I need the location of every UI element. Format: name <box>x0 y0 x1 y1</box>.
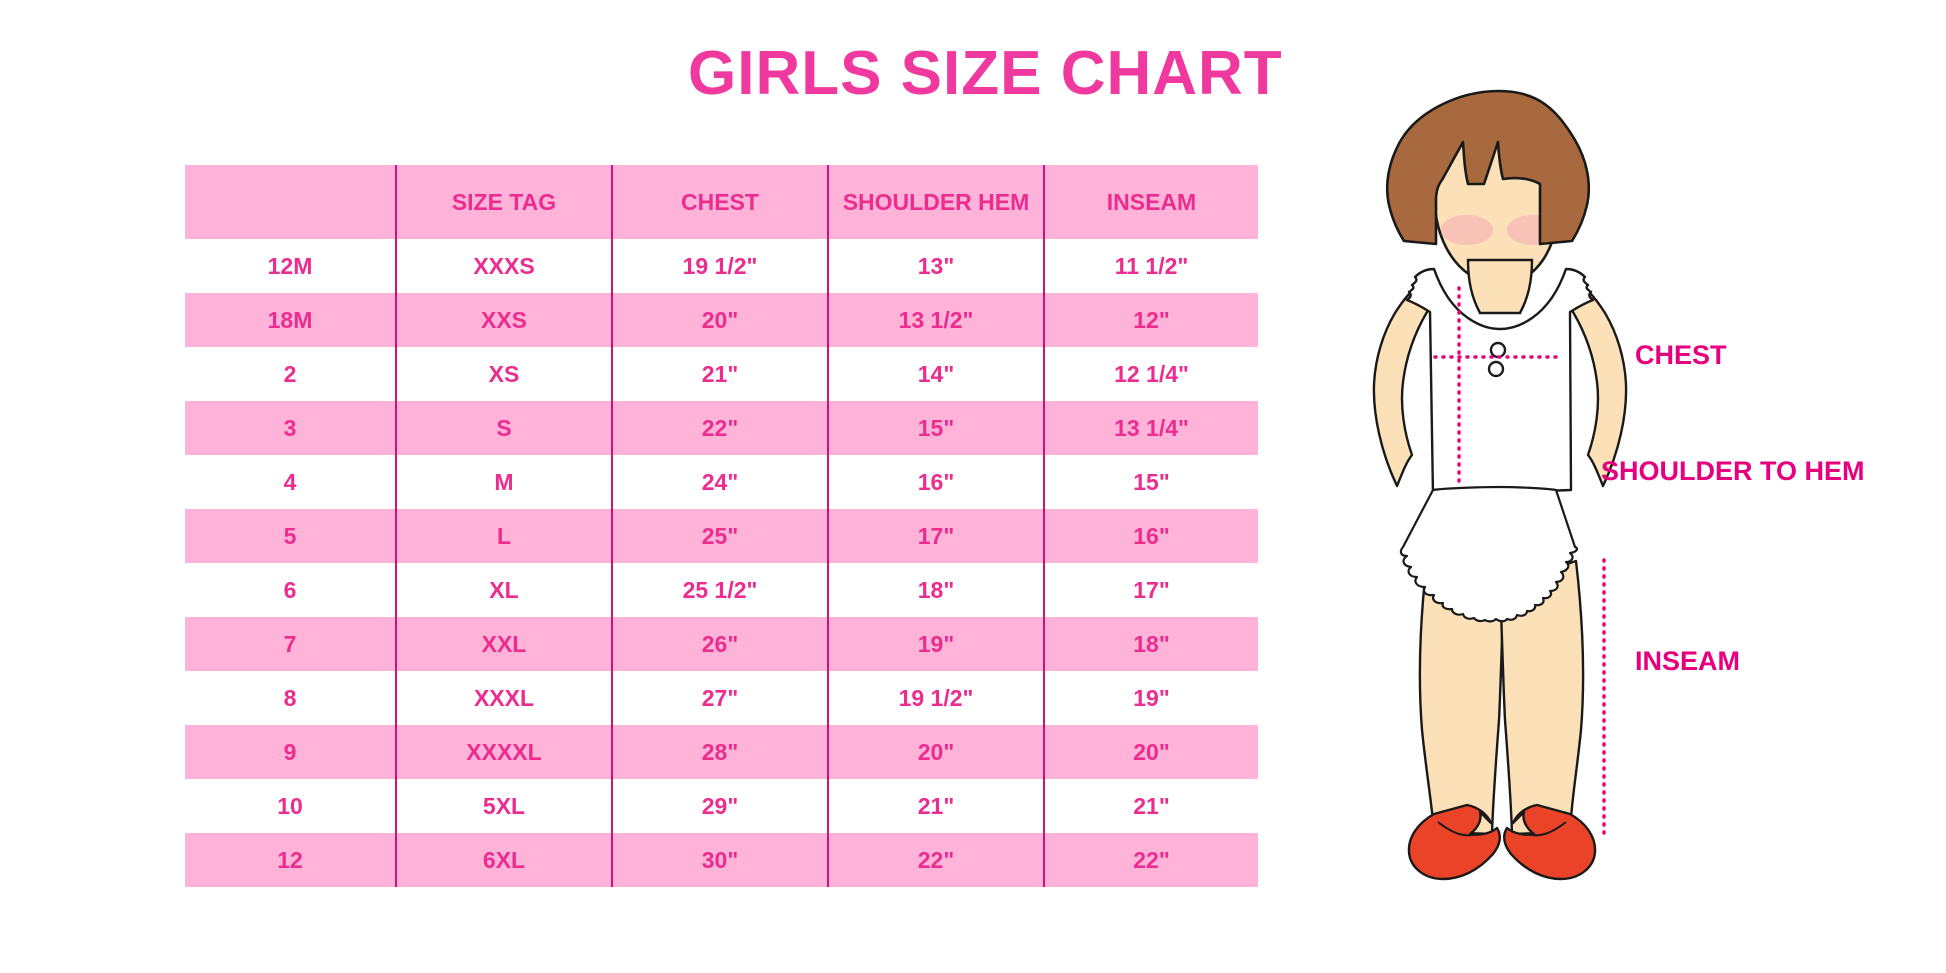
svg-text:SHOULDER TO HEM: SHOULDER TO HEM <box>1601 456 1865 486</box>
svg-text:CHEST: CHEST <box>1635 340 1727 370</box>
svg-text:INSEAM: INSEAM <box>1635 646 1740 676</box>
